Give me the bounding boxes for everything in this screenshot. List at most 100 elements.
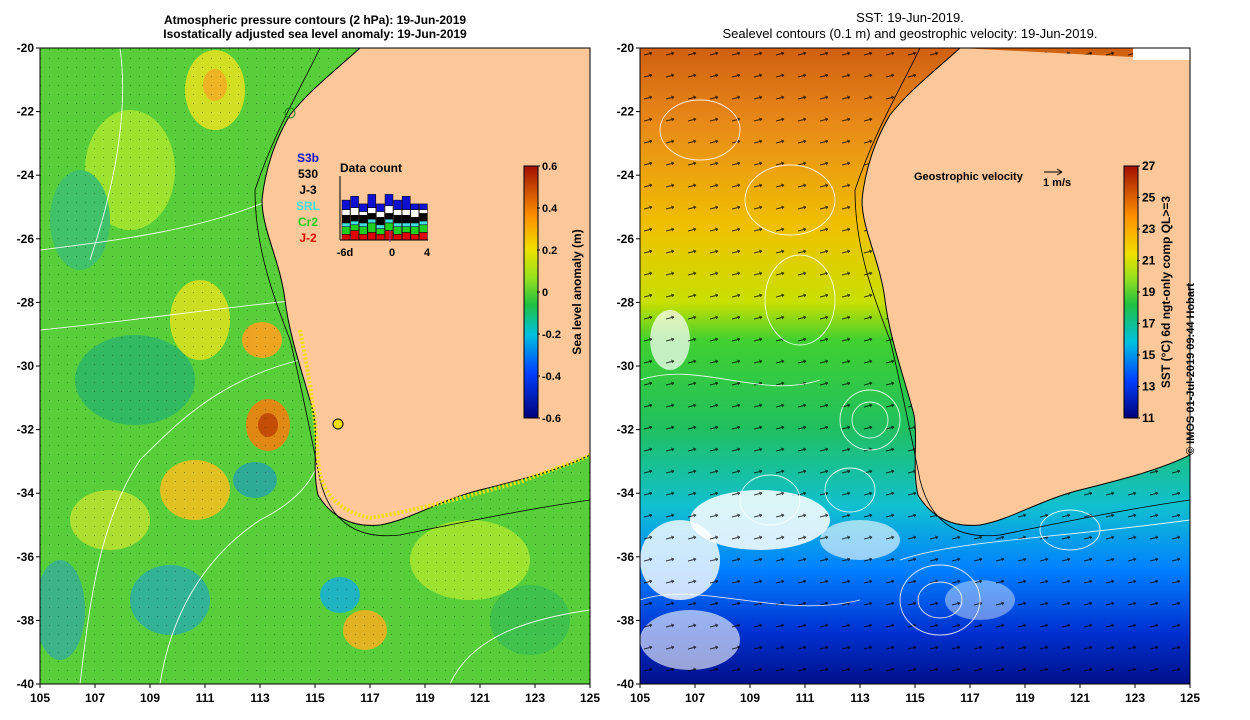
longitude-tick-label: 117 bbox=[960, 691, 980, 705]
satellite-label-j-3: J-3 bbox=[299, 183, 317, 197]
colorbar-tick-label: 0.6 bbox=[542, 161, 557, 173]
data-count-bar-segment bbox=[401, 226, 411, 233]
latitude-tick-label: -34 bbox=[17, 486, 35, 500]
longitude-tick-label: 121 bbox=[1070, 691, 1090, 705]
latitude-tick-label: -36 bbox=[617, 550, 635, 564]
longitude-tick-label: 121 bbox=[470, 691, 490, 705]
left-title-line2: Isostatically adjusted sea level anomaly… bbox=[163, 27, 467, 41]
data-count-bar-segment bbox=[401, 196, 411, 210]
velocity-arrow-icon bbox=[1056, 168, 1063, 176]
data-count-bar-segment bbox=[410, 226, 420, 235]
data-count-bar-segment bbox=[384, 222, 394, 231]
coastal-yellow-band bbox=[298, 329, 590, 521]
data-count-bar-segment bbox=[376, 216, 385, 226]
data-count-bar-segment bbox=[410, 209, 420, 218]
data-count-bar-segment bbox=[350, 215, 359, 222]
data-count-bar-segment bbox=[358, 203, 368, 212]
data-count-bar-segment bbox=[419, 203, 428, 210]
data-count-bar-segment bbox=[367, 232, 377, 241]
longitude-tick-label: 123 bbox=[1125, 691, 1145, 705]
data-count-bar-segment bbox=[341, 226, 351, 235]
coastline-right bbox=[861, 48, 1190, 526]
data-count-bar-segment bbox=[419, 232, 428, 241]
sea-level-anomaly-map bbox=[40, 48, 590, 684]
latitude-tick-label: -22 bbox=[617, 105, 635, 119]
data-count-bar-segment bbox=[401, 232, 411, 241]
velocity-legend-scale: 1 m/s bbox=[1043, 177, 1071, 189]
latitude-tick-label: -24 bbox=[617, 168, 635, 182]
longitude-tick-label: 107 bbox=[685, 691, 705, 705]
data-count-bar-segment bbox=[384, 194, 394, 207]
right-title-line1: SST: 19-Jun-2019. bbox=[856, 10, 964, 25]
longitude-tick-label: 119 bbox=[1015, 691, 1035, 705]
latitude-tick-label: -20 bbox=[17, 41, 35, 55]
satellite-label-s3b: S3b bbox=[297, 151, 319, 165]
data-count-bar-segment bbox=[350, 220, 359, 226]
colorbar-tick-label: 0.4 bbox=[542, 203, 558, 215]
satellite-label-530: 530 bbox=[298, 167, 318, 181]
latitude-tick-label: -32 bbox=[17, 423, 35, 437]
data-count-bar-segment bbox=[384, 213, 394, 220]
data-count-bar-segment bbox=[419, 209, 428, 214]
latitude-tick-label: -32 bbox=[617, 423, 635, 437]
data-count-bar-segment bbox=[401, 215, 411, 224]
data-count-bar-segment bbox=[419, 220, 428, 226]
shelf-contour bbox=[254, 48, 590, 537]
longitude-tick-label: 123 bbox=[525, 691, 545, 705]
longitude-tick-label: 109 bbox=[140, 691, 160, 705]
colorbar-tick-label: 11 bbox=[1142, 411, 1155, 425]
satellite-legend: S3b 530 J-3 SRL Cr2 J-2 bbox=[296, 151, 320, 245]
satellite-label-srl: SRL bbox=[296, 199, 320, 213]
data-count-bar-segment bbox=[393, 209, 402, 216]
data-count-bar-segment bbox=[384, 230, 394, 241]
left-map-title: Atmospheric pressure contours (2 hPa): 1… bbox=[40, 13, 590, 41]
data-count-bar-segment bbox=[350, 196, 359, 208]
data-count-bar-segment bbox=[367, 213, 377, 220]
colorbar-tick-label: 0 bbox=[542, 287, 548, 299]
longitude-tick-label: 113 bbox=[250, 691, 270, 705]
longitude-tick-label: 111 bbox=[196, 691, 215, 705]
longitude-tick-label: 107 bbox=[85, 691, 105, 705]
satellite-label-j-2: J-2 bbox=[299, 231, 317, 245]
right-title-line2: Sealevel contours (0.1 m) and geostrophi… bbox=[722, 26, 1098, 41]
latitude-tick-label: -40 bbox=[17, 677, 35, 691]
data-count-bar-segment bbox=[376, 234, 385, 241]
data-count-bar-segment bbox=[367, 218, 377, 224]
data-count-bar-segment bbox=[410, 203, 420, 210]
latitude-tick-label: -26 bbox=[17, 232, 35, 246]
data-count-bar-segment bbox=[410, 234, 420, 241]
data-count-bar-segment bbox=[341, 222, 351, 227]
data-count-bar-segment bbox=[367, 194, 377, 208]
colorbar-tick-label: 23 bbox=[1142, 222, 1156, 236]
right-map-title: SST: 19-Jun-2019. Sealevel contours (0.1… bbox=[630, 10, 1190, 42]
sst-colorbar-label: SST (°C) 6d ngt-only comp QL>=3 bbox=[1159, 196, 1173, 388]
latitude-tick-label: -34 bbox=[617, 486, 635, 500]
velocity-legend: Geostrophic velocity 1 m/s bbox=[914, 168, 1071, 189]
longitude-tick-label: 105 bbox=[630, 691, 650, 705]
sea-level-contours bbox=[640, 99, 1190, 636]
imos-credit: © IMOS 01-Jul-2019 09:44 Hobart bbox=[1185, 283, 1197, 455]
colorbar-tick-label: 0.2 bbox=[542, 245, 557, 257]
sst-map bbox=[640, 48, 1190, 684]
shelf-contour-right bbox=[854, 48, 1190, 537]
data-count-bar-segment bbox=[358, 215, 368, 224]
tide-gauge-south bbox=[332, 418, 344, 430]
data-count-bar-segment bbox=[393, 199, 402, 210]
data-count-bar-segment bbox=[410, 222, 420, 227]
longitude-tick-label: 115 bbox=[305, 691, 325, 705]
colorbar-tick-label: -0.2 bbox=[542, 329, 561, 341]
australia-land-right bbox=[862, 48, 1190, 526]
satellite-label-cr2: Cr2 bbox=[298, 215, 318, 229]
data-count-bar-segment bbox=[376, 224, 385, 229]
longitude-tick-label: 125 bbox=[1180, 691, 1200, 705]
data-count-bar-segment bbox=[341, 209, 351, 216]
data-count-bar-segment bbox=[401, 209, 411, 216]
data-count-title: Data count bbox=[340, 161, 402, 175]
longitude-tick-label: 105 bbox=[30, 691, 50, 705]
sla-colorbar-label: Sea level anomaly (m) bbox=[570, 229, 584, 354]
sla-colorbar: 0.6 0.4 0.2 0 -0.2 -0.4 -0.6 Sea level anomaly… bbox=[523, 161, 584, 425]
data-count-bar-segment bbox=[341, 199, 351, 210]
colorbar-tick-label: -0.6 bbox=[542, 413, 561, 425]
longitude-tick-label: 125 bbox=[580, 691, 600, 705]
